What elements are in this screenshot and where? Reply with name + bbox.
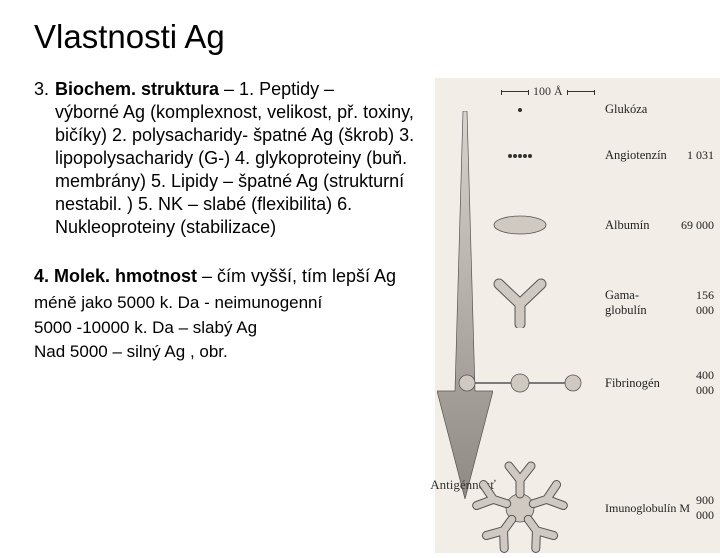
slide: Vlastnosti Ag 3.Biochem. struktura – 1. … (0, 0, 720, 540)
item4-head: 4. Molek. hmotnost – čím vyšší, tím lepš… (34, 265, 429, 288)
item4-lines: méně jako 5000 k. Da - neimunogenní 5000… (34, 292, 429, 363)
angiotensin-icon (505, 149, 535, 163)
row-label: Albumín (605, 218, 680, 233)
scale-bar: 100 Å (501, 84, 595, 99)
row-label: Imunoglobulín M (605, 501, 690, 516)
row-value: 400 000 (680, 368, 720, 398)
item4-line3: Nad 5000 – silný Ag , obr. (34, 341, 429, 363)
row-label: Fibrinogén (605, 376, 680, 391)
item3-number: 3. (34, 78, 55, 101)
list-item-4: 4. Molek. hmotnost – čím vyšší, tím lepš… (34, 265, 429, 363)
row-label: Gama-globulín (605, 288, 680, 318)
row-value: 69 000 (680, 218, 720, 233)
diagram-row-fibrinogen: Fibrinogén 400 000 (435, 368, 720, 398)
diagram-panel: 100 Å Antigénnosť (435, 78, 720, 553)
diagram-row-igm: Imunoglobulín M 900 000 (435, 458, 720, 558)
item4-head-bold: 4. Molek. hmotnost (34, 266, 197, 286)
scale-label: 100 Å (533, 84, 563, 99)
fibrinogen-icon (455, 370, 585, 396)
item3-body: výborné Ag (komplexnost, velikost, př. t… (55, 101, 429, 239)
item4-head-rest: – čím vyšší, tím lepší Ag (197, 266, 396, 286)
item3-head-rest-inline: – 1. Peptidy – (219, 79, 334, 99)
diagram-row-glucose: Glukóza (435, 102, 720, 117)
item4-line1: méně jako 5000 k. Da - neimunogenní (34, 292, 429, 314)
gamma-globulin-icon (485, 278, 555, 328)
list-item-3: 3.Biochem. struktura – 1. Peptidy – výbo… (34, 78, 429, 239)
igm-icon (465, 458, 575, 558)
scale-segment-icon (501, 91, 529, 92)
diagram-row-albumin: Albumín 69 000 (435, 210, 720, 240)
albumin-icon (490, 210, 550, 240)
scale-segment-icon (567, 91, 595, 92)
row-label: Glukóza (605, 102, 680, 117)
content-row: 3.Biochem. struktura – 1. Peptidy – výbo… (34, 78, 708, 553)
diagram-row-angiotensin: Angiotenzín 1 031 (435, 148, 720, 163)
row-value: 156 000 (680, 288, 720, 318)
item3-head-bold: Biochem. struktura (55, 79, 219, 99)
row-value: 900 000 (690, 493, 720, 523)
item4-line2: 5000 -10000 k. Da – slabý Ag (34, 317, 429, 339)
page-title: Vlastnosti Ag (34, 18, 708, 56)
glucose-icon (518, 108, 522, 112)
row-label: Angiotenzín (605, 148, 680, 163)
text-column: 3.Biochem. struktura – 1. Peptidy – výbo… (34, 78, 429, 553)
diagram-row-gamma: Gama-globulín 156 000 (435, 278, 720, 328)
row-value: 1 031 (680, 148, 720, 163)
